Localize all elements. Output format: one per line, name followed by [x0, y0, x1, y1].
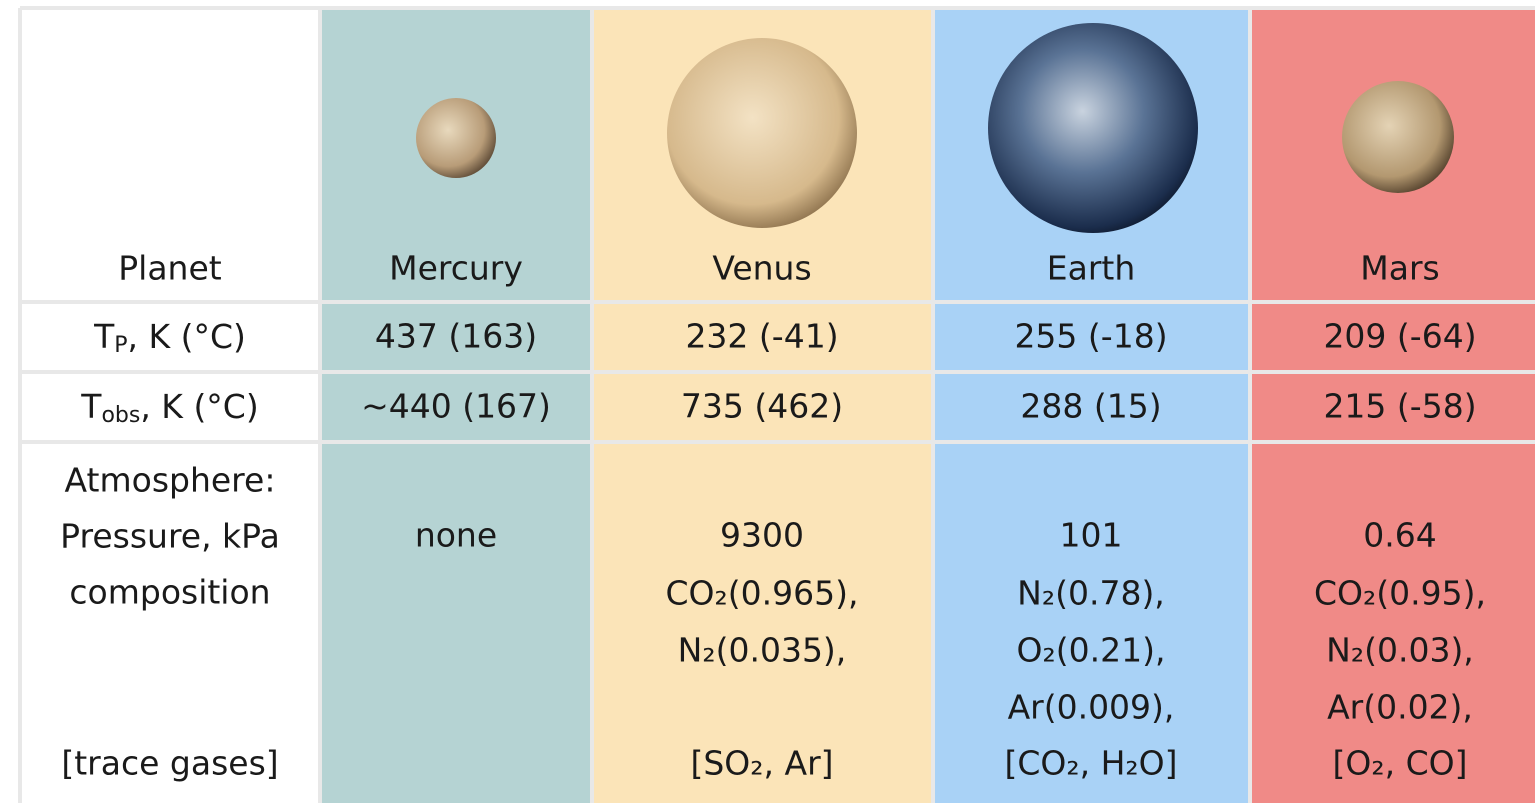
planet-name: Mercury — [389, 249, 523, 288]
label-column — [20, 8, 320, 803]
temperature-cell: 735 (462) — [681, 387, 843, 426]
grid — [18, 6, 1535, 803]
trace-cell: [O₂, CO] — [1333, 744, 1468, 783]
label-base: T — [80, 387, 102, 426]
pressure-cell: none — [415, 516, 497, 555]
atmosphere-label: Atmosphere: — [65, 461, 276, 500]
label-base: T — [93, 317, 115, 356]
earth-image — [988, 23, 1198, 233]
temperature-cell: 288 (15) — [1020, 387, 1161, 426]
venus-image — [667, 38, 857, 228]
label-rest: , K (°C) — [128, 317, 246, 356]
mars-image — [1342, 81, 1454, 193]
pressure-cell: 9300 — [720, 516, 804, 555]
label-rest: , K (°C) — [140, 387, 258, 426]
composition-cell: N₂(0.035), — [678, 631, 847, 670]
atmosphere-label: [trace gases] — [61, 744, 278, 783]
temperature-cell: 437 (163) — [375, 317, 537, 356]
row-label: Tobs, K (°C) — [80, 387, 258, 429]
pressure-cell: 0.64 — [1363, 516, 1436, 555]
planet-name: Mars — [1360, 249, 1439, 288]
temperature-cell: 255 (-18) — [1014, 317, 1167, 356]
composition-cell: CO₂(0.965), — [666, 574, 859, 613]
composition-cell: Ar(0.009), — [1008, 688, 1175, 727]
composition-cell: N₂(0.78), — [1017, 574, 1165, 613]
trace-cell: [SO₂, Ar] — [690, 744, 833, 783]
pressure-cell: 101 — [1060, 516, 1123, 555]
atmosphere-label: Pressure, kPa — [60, 517, 280, 556]
trace-cell: [CO₂, H₂O] — [1005, 744, 1178, 783]
planet-name: Venus — [712, 249, 811, 288]
row-label: TP, K (°C) — [93, 317, 246, 359]
atmosphere-label: composition — [69, 573, 270, 612]
header-label: Planet — [118, 249, 222, 288]
planet-name: Earth — [1047, 249, 1136, 288]
temperature-cell: 232 (-41) — [685, 317, 838, 356]
composition-cell: O₂(0.21), — [1017, 631, 1166, 670]
mercury-image — [416, 98, 496, 178]
label-sub: obs — [101, 403, 140, 428]
composition-cell: N₂(0.03), — [1326, 631, 1474, 670]
composition-cell: Ar(0.02), — [1327, 688, 1473, 727]
temperature-cell: ~440 (167) — [361, 387, 551, 426]
label-sub: P — [114, 333, 127, 358]
temperature-cell: 215 (-58) — [1323, 387, 1476, 426]
temperature-cell: 209 (-64) — [1323, 317, 1476, 356]
composition-cell: CO₂(0.95), — [1314, 574, 1486, 613]
